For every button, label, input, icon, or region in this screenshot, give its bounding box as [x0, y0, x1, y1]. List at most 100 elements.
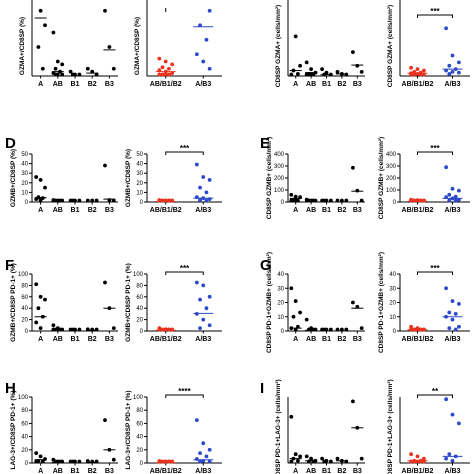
- data-point: [296, 72, 300, 76]
- data-point: [444, 26, 448, 31]
- plots-layer: GZMA+/CD8SP (%) A AB B1 B2 B3 GZMA+/CD8SP (%) A…: [10, 0, 470, 474]
- y-tick-label: 60: [21, 421, 28, 427]
- data-point: [198, 451, 202, 455]
- data-point: [201, 175, 206, 179]
- panel-D-single: 0 10 20 30 40 50 GZMB+/CD8SP (%) A AB B1 B2 B3: [10, 149, 118, 214]
- y-tick-label: 30: [277, 286, 284, 292]
- data-point: [457, 188, 461, 193]
- x-category-label: B1: [71, 207, 80, 214]
- y-tick-label: 30: [389, 286, 396, 292]
- data-point: [359, 326, 364, 331]
- x-category-label: A: [293, 81, 298, 88]
- data-point: [457, 302, 461, 306]
- data-point: [447, 192, 452, 197]
- y-tick-label: 20: [21, 181, 28, 187]
- data-point: [207, 294, 212, 299]
- data-point: [289, 414, 294, 419]
- data-point: [450, 53, 455, 58]
- y-tick-label: 0: [140, 329, 144, 335]
- data-point: [77, 198, 82, 203]
- data-point: [457, 60, 461, 65]
- x-category-label: AB/B1/B2: [150, 468, 182, 474]
- y-axis-title: LAG-3+/CD8SP PD-1+ (%): [125, 391, 132, 470]
- data-point: [194, 52, 199, 57]
- x-category-label: B2: [337, 207, 346, 214]
- x-category-label: A: [38, 468, 43, 474]
- data-point: [68, 69, 73, 74]
- data-point: [307, 327, 311, 332]
- data-point: [351, 300, 355, 305]
- data-point: [198, 459, 202, 464]
- data-point: [409, 324, 413, 329]
- data-point: [447, 198, 452, 203]
- data-point: [53, 66, 58, 71]
- panel-G-single: 0 10 20 30 40 CD8SP PD-1+GZMB+ (cells/mm²) A AB…: [266, 252, 365, 353]
- data-point: [157, 72, 162, 77]
- data-point: [311, 327, 316, 332]
- panel-r0-left-single: GZMA+/CD8SP (%) A AB B1 B2 B3: [19, 0, 118, 88]
- x-category-label: A: [38, 207, 43, 214]
- x-category-label: B1: [71, 81, 80, 88]
- x-category-label: AB/B1/B2: [402, 468, 434, 474]
- data-point: [70, 327, 75, 332]
- y-tick-label: 20: [136, 448, 143, 454]
- data-point: [329, 327, 333, 332]
- data-point: [335, 456, 340, 461]
- y-tick-label: 40: [21, 162, 28, 168]
- data-point: [51, 30, 56, 35]
- panel-r0-right-single: CD8SP GZMA+ (cells/mm²) A AB B1 B2 B3: [275, 0, 365, 88]
- data-point: [34, 459, 39, 464]
- data-point: [40, 459, 45, 464]
- data-point: [422, 456, 426, 461]
- x-category-label: A: [38, 81, 43, 88]
- data-point: [60, 72, 65, 77]
- x-category-label: B2: [337, 468, 346, 474]
- y-tick-label: 20: [389, 301, 396, 307]
- data-point: [344, 459, 349, 464]
- data-point: [335, 198, 340, 203]
- data-point: [207, 459, 212, 464]
- data-point: [167, 72, 171, 77]
- data-point: [450, 299, 455, 303]
- data-point: [36, 45, 41, 49]
- x-category-label: A/B3: [195, 336, 211, 343]
- data-point: [201, 317, 206, 322]
- data-point: [38, 198, 43, 202]
- data-point: [344, 327, 349, 332]
- y-tick-label: 100: [386, 188, 397, 194]
- y-axis-title: LAG-3+/CD8SP PD-1+ (%): [10, 391, 17, 470]
- data-point: [457, 70, 461, 75]
- x-category-label: AB: [53, 81, 63, 88]
- data-point: [450, 412, 455, 417]
- data-point: [307, 459, 311, 464]
- data-point: [170, 62, 175, 67]
- y-tick-label: 0: [25, 329, 29, 335]
- significance-stars: ***: [180, 144, 190, 153]
- y-tick-label: 60: [21, 295, 28, 301]
- data-point: [70, 72, 75, 77]
- data-point: [194, 312, 199, 316]
- panel-r0-left-pair: GZMA+/CD8SP (%) AB/B1/B2 A/B3: [134, 0, 222, 88]
- x-category-label: B1: [71, 336, 80, 343]
- data-point: [85, 198, 90, 203]
- y-tick-label: 0: [393, 200, 397, 206]
- data-point: [444, 165, 448, 170]
- data-point: [359, 456, 364, 461]
- x-category-label: B3: [105, 81, 114, 88]
- data-point: [160, 65, 165, 70]
- data-point: [289, 198, 294, 203]
- x-category-label: AB: [306, 207, 316, 214]
- y-tick-label: 80: [21, 283, 28, 289]
- data-point: [204, 454, 209, 459]
- y-tick-label: 0: [140, 461, 144, 467]
- panel-label-f: F: [5, 257, 14, 274]
- data-point: [94, 198, 99, 203]
- x-category-label: A/B3: [445, 207, 461, 214]
- data-point: [70, 198, 75, 203]
- significance-stars: ***: [430, 264, 440, 273]
- data-point: [409, 452, 413, 457]
- data-point: [344, 72, 349, 77]
- data-point: [447, 310, 452, 315]
